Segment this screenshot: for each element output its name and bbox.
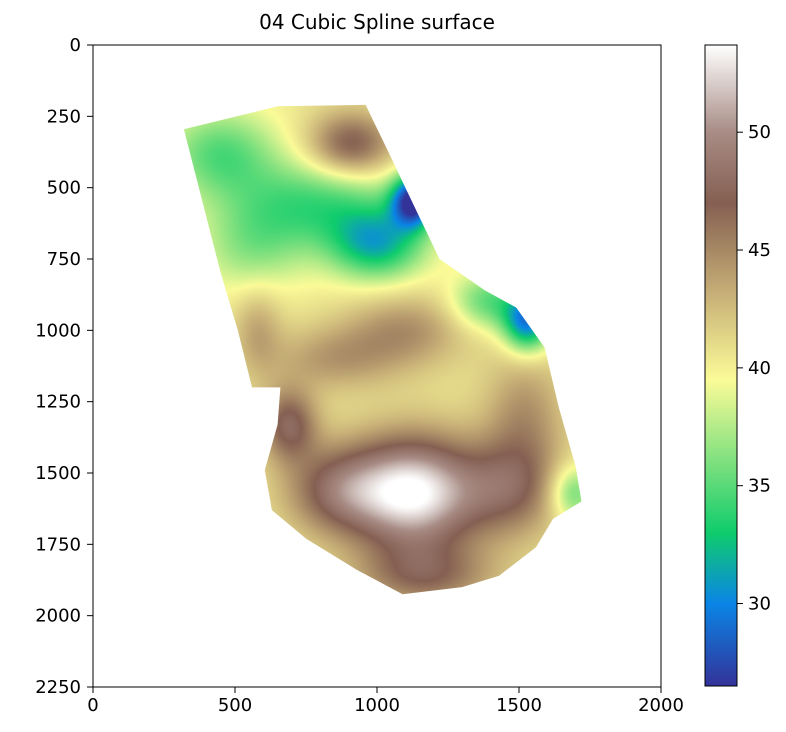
x-tick-label: 0	[87, 695, 98, 716]
y-tick-label: 2000	[35, 606, 81, 627]
x-tick-label: 2000	[638, 695, 684, 716]
y-tick-label: 250	[47, 106, 81, 127]
plot-area	[92, 44, 662, 688]
colorbar-tick-label: 40	[748, 358, 771, 379]
y-tick-label: 0	[70, 35, 81, 56]
colorbar-tick-label: 35	[748, 476, 771, 497]
y-tick-label: 2250	[35, 677, 81, 698]
y-tick-label: 1750	[35, 534, 81, 555]
x-tick-label: 1000	[354, 695, 400, 716]
colorbar-gradient	[705, 45, 737, 686]
colorbar-frame	[704, 44, 738, 687]
colorbar: 30 35 40 45 50	[704, 44, 771, 687]
colorbar-ticks: 30 35 40 45 50	[737, 122, 771, 615]
x-tick-label: 1500	[496, 695, 542, 716]
y-tick-label: 500	[47, 178, 81, 199]
colorbar-tick-label: 45	[748, 240, 771, 261]
x-axis: 0 500 1000 1500 2000	[87, 687, 684, 716]
y-tick-label: 1000	[35, 320, 81, 341]
colorbar-tick-label: 30	[748, 594, 771, 615]
y-axis: 0 250 500 750 1000 1250 1500 1750 2000 2250	[35, 35, 93, 698]
colorbar-tick-label: 50	[748, 122, 771, 143]
y-tick-label: 1250	[35, 392, 81, 413]
chart-title: 04 Cubic Spline surface	[259, 10, 495, 34]
y-tick-label: 750	[47, 249, 81, 270]
y-tick-label: 1500	[35, 463, 81, 484]
x-tick-label: 500	[218, 695, 252, 716]
